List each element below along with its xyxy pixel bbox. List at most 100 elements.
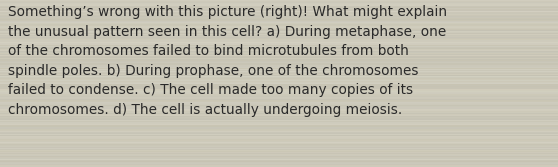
Bar	[0, 93, 558, 94]
Bar	[0, 89, 558, 90]
Bar	[0, 87, 558, 88]
Bar	[0, 40, 558, 41]
Bar	[0, 155, 558, 156]
Bar	[0, 36, 558, 37]
Bar	[0, 108, 558, 109]
Bar	[0, 65, 558, 66]
Bar	[0, 64, 558, 65]
Bar	[0, 47, 558, 48]
Bar	[0, 16, 558, 17]
Bar	[0, 99, 558, 100]
Text: Something’s wrong with this picture (right)! What might explain
the unusual patt: Something’s wrong with this picture (rig…	[8, 5, 448, 117]
Bar	[0, 26, 558, 28]
Bar	[0, 110, 558, 111]
Bar	[0, 150, 558, 151]
Bar	[0, 104, 558, 105]
Bar	[0, 12, 558, 13]
Bar	[0, 113, 558, 114]
Bar	[0, 49, 558, 50]
Bar	[0, 46, 558, 47]
Bar	[0, 157, 558, 159]
Bar	[0, 45, 558, 46]
Bar	[0, 97, 558, 98]
Bar	[0, 2, 558, 3]
Bar	[0, 31, 558, 33]
Bar	[0, 85, 558, 86]
Bar	[0, 107, 558, 109]
Bar	[0, 137, 558, 139]
Bar	[0, 96, 558, 97]
Bar	[0, 37, 558, 38]
Bar	[0, 142, 558, 144]
Bar	[0, 117, 558, 118]
Bar	[0, 70, 558, 71]
Bar	[0, 13, 558, 14]
Bar	[0, 86, 558, 87]
Bar	[0, 4, 558, 5]
Bar	[0, 119, 558, 120]
Bar	[0, 25, 558, 26]
Bar	[0, 81, 558, 83]
Bar	[0, 58, 558, 59]
Bar	[0, 102, 558, 104]
Bar	[0, 54, 558, 55]
Bar	[0, 6, 558, 8]
Bar	[0, 68, 558, 69]
Bar	[0, 127, 558, 129]
Bar	[0, 148, 558, 149]
Bar	[0, 111, 558, 112]
Bar	[0, 112, 558, 114]
Bar	[0, 8, 558, 9]
Bar	[0, 1, 558, 2]
Bar	[0, 60, 558, 61]
Bar	[0, 66, 558, 68]
Bar	[0, 76, 558, 78]
Bar	[0, 80, 558, 81]
Bar	[0, 51, 558, 53]
Bar	[0, 67, 558, 68]
Bar	[0, 43, 558, 44]
Bar	[0, 41, 558, 42]
Bar	[0, 126, 558, 127]
Bar	[0, 66, 558, 67]
Bar	[0, 156, 558, 157]
Bar	[0, 147, 558, 149]
Bar	[0, 118, 558, 119]
Bar	[0, 41, 558, 43]
Bar	[0, 161, 558, 162]
Bar	[0, 141, 558, 142]
Bar	[0, 26, 558, 27]
Bar	[0, 56, 558, 58]
Bar	[0, 71, 558, 72]
Bar	[0, 82, 558, 84]
Bar	[0, 135, 558, 136]
Bar	[0, 21, 558, 22]
Bar	[0, 138, 558, 139]
Bar	[0, 77, 558, 78]
Bar	[0, 90, 558, 91]
Bar	[0, 61, 558, 63]
Bar	[0, 75, 558, 76]
Bar	[0, 87, 558, 89]
Bar	[0, 24, 558, 25]
Bar	[0, 51, 558, 52]
Bar	[0, 162, 558, 164]
Bar	[0, 28, 558, 29]
Bar	[0, 62, 558, 63]
Bar	[0, 149, 558, 150]
Bar	[0, 140, 558, 141]
Bar	[0, 95, 558, 96]
Bar	[0, 35, 558, 36]
Bar	[0, 55, 558, 56]
Bar	[0, 107, 558, 108]
Bar	[0, 102, 558, 103]
Bar	[0, 73, 558, 74]
Bar	[0, 21, 558, 23]
Bar	[0, 127, 558, 128]
Bar	[0, 14, 558, 15]
Bar	[0, 7, 558, 8]
Bar	[0, 121, 558, 122]
Bar	[0, 19, 558, 20]
Bar	[0, 158, 558, 159]
Bar	[0, 3, 558, 4]
